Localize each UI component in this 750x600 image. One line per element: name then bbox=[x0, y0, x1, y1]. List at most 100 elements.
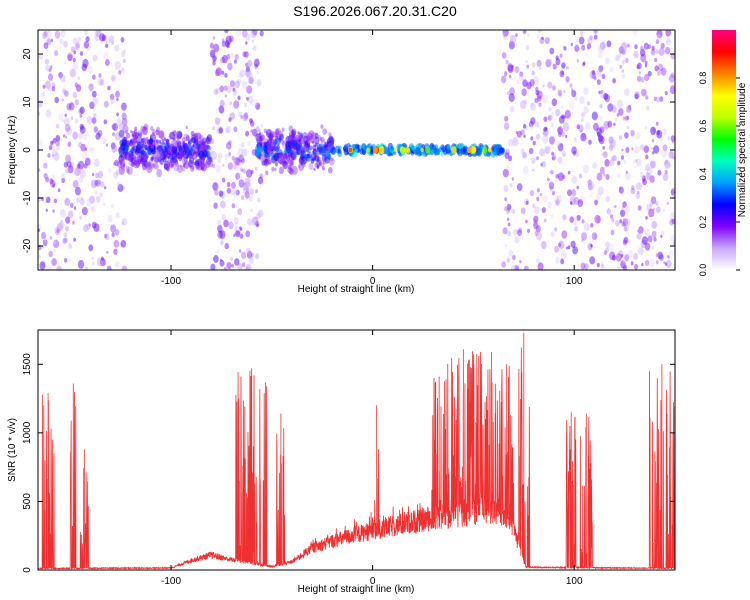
heatmap-cell bbox=[73, 50, 77, 55]
heatmap-cell bbox=[583, 106, 589, 114]
heatmap-cell bbox=[669, 219, 674, 226]
heatmap-cell bbox=[660, 234, 663, 238]
heatmap-cell bbox=[557, 172, 565, 182]
heatmap-cell bbox=[103, 51, 109, 60]
heatmap-cell bbox=[170, 161, 175, 167]
heatmap-cell bbox=[308, 150, 311, 154]
heatmap-cell bbox=[152, 154, 156, 159]
heatmap-cell bbox=[638, 71, 641, 75]
heatmap-cell bbox=[233, 233, 236, 237]
heatmap-cell bbox=[83, 134, 88, 140]
heatmap-cell bbox=[608, 144, 614, 151]
heatmap-cell bbox=[107, 85, 111, 91]
heatmap-cell bbox=[266, 145, 272, 153]
heatmap-cell bbox=[658, 253, 664, 261]
heatmap-cell bbox=[619, 186, 622, 190]
heatmap-cell bbox=[671, 140, 675, 144]
heatmap-cell bbox=[542, 127, 549, 137]
heatmap-cell bbox=[110, 142, 116, 150]
heatmap-cell bbox=[63, 61, 67, 65]
heatmap-cell bbox=[238, 111, 243, 118]
heatmap-cell bbox=[51, 148, 58, 157]
heatmap-cell bbox=[636, 182, 643, 191]
heatmap-cell bbox=[669, 234, 675, 242]
heatmap-cell bbox=[78, 176, 83, 183]
heatmap-cell bbox=[150, 162, 155, 169]
heatmap-cell bbox=[132, 145, 138, 153]
heatmap-cell bbox=[179, 140, 182, 144]
heatmap-cell bbox=[147, 148, 152, 155]
heatmap-cell bbox=[175, 162, 179, 167]
heatmap-cell bbox=[542, 135, 549, 144]
heatmap-cell bbox=[634, 44, 638, 50]
heatmap-cell bbox=[623, 226, 628, 232]
heatmap-cell bbox=[659, 135, 664, 142]
heatmap-cell bbox=[544, 145, 551, 155]
heatmap-cell bbox=[231, 185, 235, 190]
heatmap-cell bbox=[160, 134, 165, 142]
heatmap-cell bbox=[596, 263, 600, 268]
heatmap-cell bbox=[556, 194, 562, 203]
heatmap-cell bbox=[627, 239, 631, 244]
heatmap-cell bbox=[647, 235, 653, 243]
heatmap-cell bbox=[616, 173, 621, 179]
heatmap-cell bbox=[193, 133, 198, 141]
heatmap-cell bbox=[258, 135, 263, 142]
heatmap-cell bbox=[587, 37, 593, 45]
heatmap-cell bbox=[246, 182, 249, 187]
heatmap-cell bbox=[238, 72, 243, 79]
heatmap-cell bbox=[580, 262, 586, 270]
heatmap-cell bbox=[53, 152, 60, 161]
heatmap-cell bbox=[140, 125, 146, 134]
heatmap-cell bbox=[651, 220, 657, 229]
heatmap-cell bbox=[120, 51, 126, 58]
heatmap-cell bbox=[401, 147, 406, 153]
heatmap-cell bbox=[343, 147, 349, 156]
heatmap-cell bbox=[255, 253, 260, 260]
heatmap-cell bbox=[496, 149, 501, 156]
heatmap-cell bbox=[176, 135, 180, 140]
heatmap-cell bbox=[111, 40, 115, 46]
heatmap-cell bbox=[230, 53, 235, 59]
heatmap-cell bbox=[250, 208, 253, 213]
heatmap-cell bbox=[126, 166, 133, 175]
heatmap-cell bbox=[241, 251, 247, 259]
heatmap-cell bbox=[228, 221, 234, 230]
heatmap-cell bbox=[88, 244, 94, 252]
heatmap-cell bbox=[611, 105, 617, 113]
heatmap-cell bbox=[43, 162, 48, 169]
heatmap-cell bbox=[255, 125, 260, 132]
heatmap-cell bbox=[581, 219, 585, 224]
heatmap-cell bbox=[617, 160, 621, 166]
heatmap-cell bbox=[164, 147, 168, 153]
heatmap-cell bbox=[558, 115, 565, 124]
heatmap-cell bbox=[571, 146, 577, 155]
heatmap-cell bbox=[292, 151, 298, 158]
heatmap-cell bbox=[599, 89, 606, 99]
heatmap-cell bbox=[105, 59, 110, 66]
heatmap-cell bbox=[184, 149, 187, 153]
heatmap-cell bbox=[620, 209, 626, 217]
heatmap-cell bbox=[38, 224, 42, 233]
heatmap-cell bbox=[255, 102, 261, 110]
heatmap-cell bbox=[200, 145, 205, 151]
heatmap-cell bbox=[238, 249, 242, 253]
heatmap-cell bbox=[246, 96, 250, 101]
heatmap-cell bbox=[536, 34, 540, 39]
colorbar-tick-label: 0.6 bbox=[698, 120, 708, 133]
heatmap-cell bbox=[658, 47, 665, 56]
heatmap-cell bbox=[328, 167, 333, 174]
heatmap-cell bbox=[671, 190, 675, 198]
heatmap-cell bbox=[111, 232, 115, 237]
heatmap-cell bbox=[573, 196, 580, 205]
heatmap-cell bbox=[562, 122, 570, 132]
heatmap-cell bbox=[53, 239, 60, 249]
heatmap-cell bbox=[183, 160, 187, 166]
heatmap-cell bbox=[590, 244, 593, 248]
heatmap-cell bbox=[194, 160, 199, 167]
heatmap-cell bbox=[38, 139, 43, 148]
heatmap-cell bbox=[550, 122, 554, 128]
heatmap-cell bbox=[245, 62, 249, 67]
heatmap-cell bbox=[223, 266, 227, 270]
heatmap-cell bbox=[158, 130, 165, 139]
